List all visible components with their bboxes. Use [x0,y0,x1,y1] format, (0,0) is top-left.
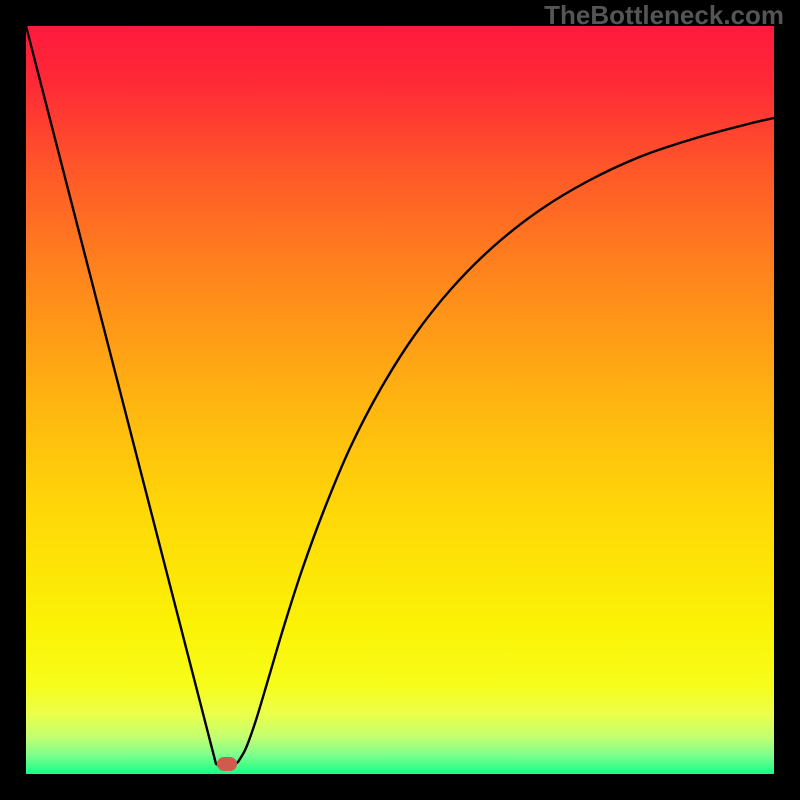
gradient-background [26,26,774,774]
watermark-text: TheBottleneck.com [544,0,784,31]
chart-frame: TheBottleneck.com [0,0,800,800]
plot-background [26,26,774,774]
